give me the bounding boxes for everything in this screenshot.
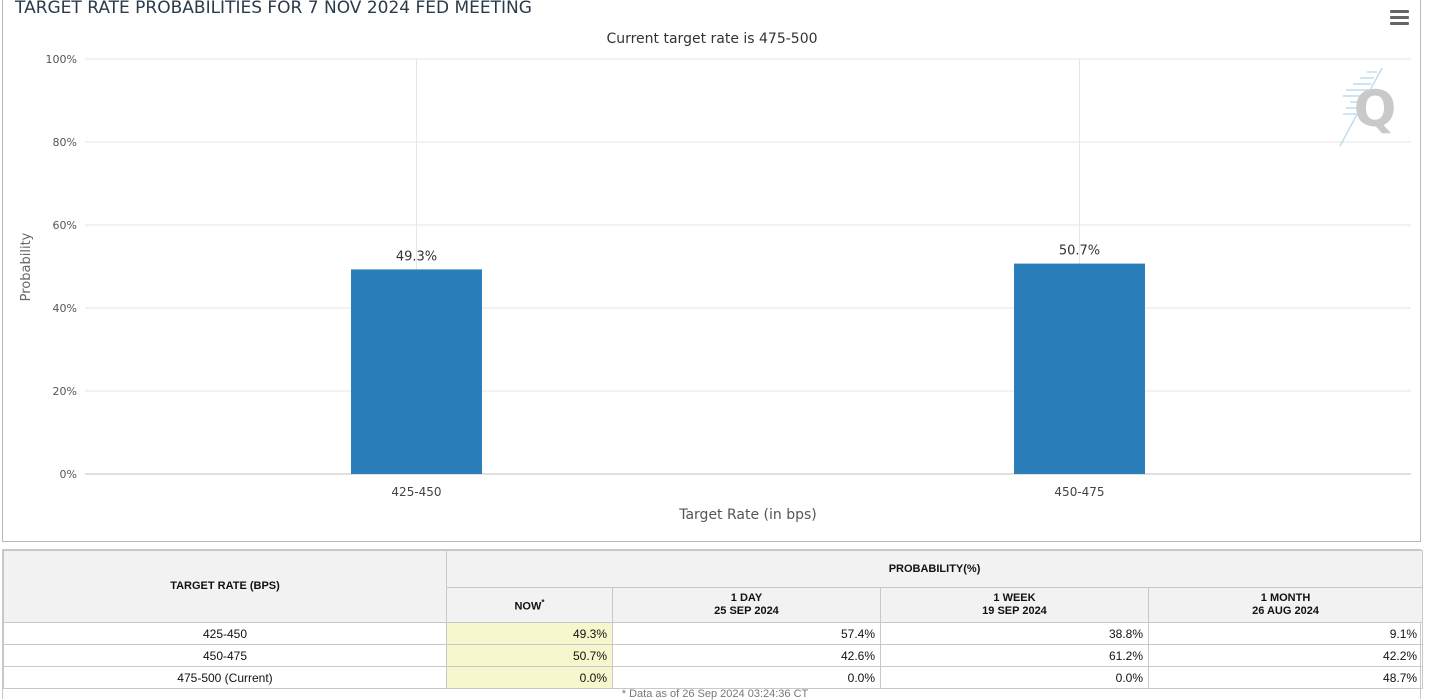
target-rate-header: TARGET RATE (BPS) [3, 550, 447, 623]
week-cell: 38.8% [880, 622, 1149, 645]
y-tick-label: 20% [53, 385, 77, 398]
rate-cell: 475-500 (Current) [3, 666, 447, 689]
table-row: 475-500 (Current) 0.0% 0.0% 0.0% 48.7% [3, 666, 1424, 689]
day-cell: 57.4% [612, 622, 881, 645]
rate-cell: 450-475 [3, 644, 447, 667]
now-cell: 0.0% [446, 666, 613, 689]
table-row: 425-450 49.3% 57.4% 38.8% 9.1% [3, 622, 1424, 645]
col-header-1-month: 1 MONTH 26 AUG 2024 [1147, 587, 1424, 623]
y-tick-label: 40% [53, 302, 77, 315]
x-tick-label: 450-475 [1054, 485, 1104, 499]
probability-table: TARGET RATE (BPS) PROBABILITY(%) NOW* 1 … [3, 550, 1424, 689]
day-cell: 42.6% [612, 644, 881, 667]
now-cell: 49.3% [446, 622, 613, 645]
month-cell: 42.2% [1147, 644, 1424, 667]
chart-title: TARGET RATE PROBABILITIES FOR 7 NOV 2024… [15, 0, 532, 18]
chart-subtitle: Current target rate is 475-500 [606, 31, 817, 47]
y-tick-label: 60% [53, 219, 77, 232]
rate-cell: 425-450 [3, 622, 447, 645]
x-axis-title: Target Rate (in bps) [678, 507, 817, 523]
y-tick-label: 80% [53, 136, 77, 149]
day-cell: 0.0% [612, 666, 881, 689]
week-cell: 61.2% [880, 644, 1149, 667]
probability-table-panel: TARGET RATE (BPS) PROBABILITY(%) NOW* 1 … [2, 549, 1424, 699]
table-row: 450-475 50.7% 42.6% 61.2% 42.2% [3, 644, 1424, 667]
x-tick-label: 425-450 [391, 485, 441, 499]
y-tick-label: 0% [60, 468, 77, 481]
watermark-logo: Q [1339, 67, 1397, 147]
y-axis-title: Probability [19, 232, 34, 301]
chart-plot: Current target rate is 475-500 0% 20% 40% 6… [19, 31, 1411, 523]
hamburger-menu-icon[interactable] [1390, 10, 1409, 26]
data-timestamp-footnote: * Data as of 26 Sep 2024 03:24:36 CT [621, 688, 809, 700]
y-tick-label: 100% [46, 53, 77, 66]
bar[interactable] [351, 269, 482, 474]
chart-panel: TARGET RATE PROBABILITIES FOR 7 NOV 2024… [2, 0, 1421, 542]
probability-header: PROBABILITY(%) [445, 550, 1424, 588]
col-header-now: NOW* [446, 587, 613, 623]
svg-text:Q: Q [1354, 80, 1397, 138]
now-cell: 50.7% [446, 644, 613, 667]
month-cell: 48.7% [1147, 666, 1424, 689]
col-header-1-day: 1 DAY 25 SEP 2024 [612, 587, 881, 623]
month-cell: 9.1% [1147, 622, 1424, 645]
week-cell: 0.0% [880, 666, 1149, 689]
data-label: 49.3% [396, 249, 437, 264]
col-header-1-week: 1 WEEK 19 SEP 2024 [880, 587, 1149, 623]
bar[interactable] [1014, 263, 1145, 474]
data-label: 50.7% [1059, 244, 1100, 259]
